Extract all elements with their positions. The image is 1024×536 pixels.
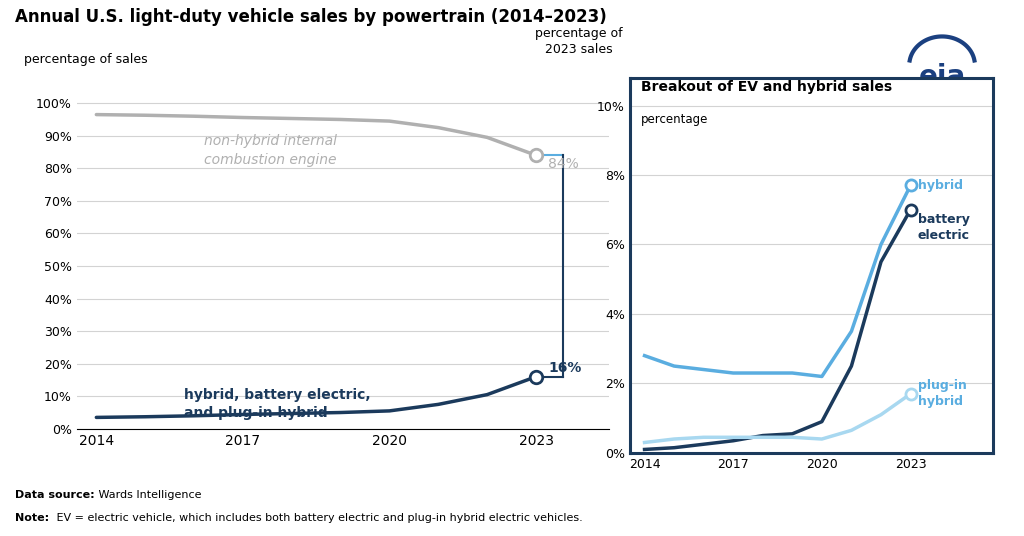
Text: 84%: 84% (548, 157, 579, 171)
Text: battery
electric: battery electric (918, 213, 970, 242)
Text: percentage: percentage (641, 114, 708, 126)
Text: Data source:: Data source: (15, 490, 95, 501)
Text: non-hybrid internal
combustion engine: non-hybrid internal combustion engine (204, 134, 337, 167)
Text: eia: eia (919, 63, 966, 91)
Text: Breakout of EV and hybrid sales: Breakout of EV and hybrid sales (641, 80, 892, 94)
Text: Note:: Note: (15, 513, 49, 524)
Text: 16%: 16% (548, 361, 582, 375)
Text: Annual U.S. light-duty vehicle sales by powertrain (2014–2023): Annual U.S. light-duty vehicle sales by … (15, 8, 607, 26)
Text: Wards Intelligence: Wards Intelligence (95, 490, 202, 501)
Text: hybrid, battery electric,
and plug-in hybrid: hybrid, battery electric, and plug-in hy… (184, 388, 371, 421)
Text: percentage of sales: percentage of sales (24, 54, 147, 66)
Text: EV = electric vehicle, which includes both battery electric and plug-in hybrid e: EV = electric vehicle, which includes bo… (53, 513, 583, 524)
Text: percentage of
2023 sales: percentage of 2023 sales (535, 27, 623, 56)
Text: hybrid: hybrid (918, 179, 963, 192)
Text: plug-in
hybrid: plug-in hybrid (918, 379, 967, 408)
